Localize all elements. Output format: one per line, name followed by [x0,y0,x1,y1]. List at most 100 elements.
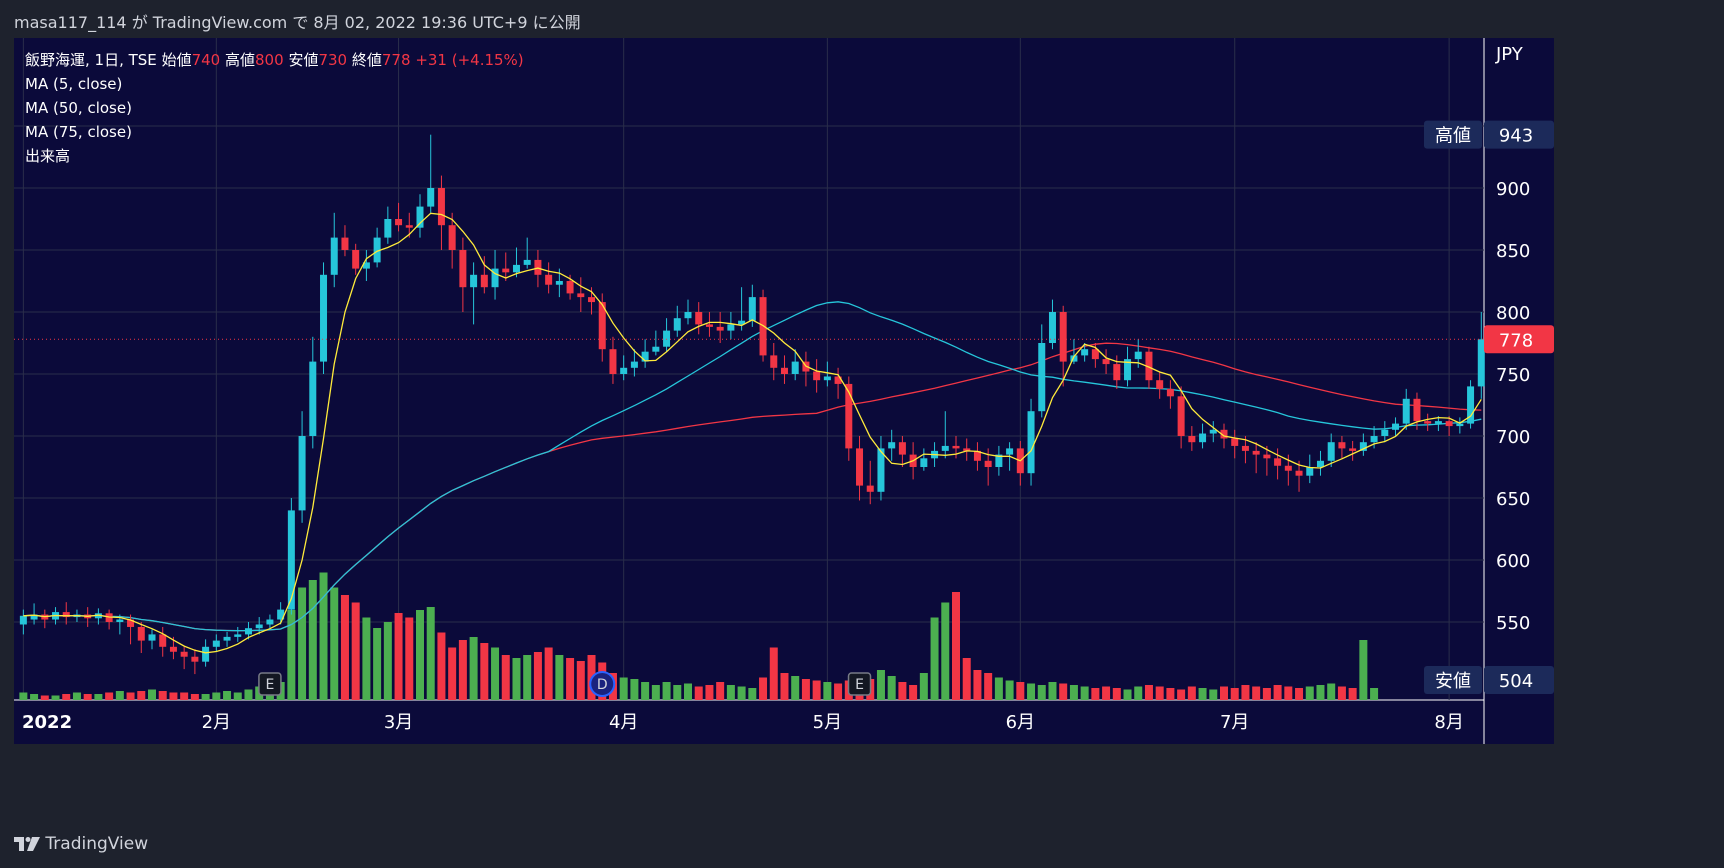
close-label: 終値 [351,51,382,69]
volume-bar [1037,685,1046,700]
candle-body [1145,351,1153,381]
candle [255,617,263,635]
candle [309,336,317,449]
candle-body [973,450,981,461]
candle-body [491,268,499,288]
candle-body [373,237,381,263]
candle [738,287,746,331]
volume-bar [30,694,39,700]
candle [30,603,38,625]
volume-bar [51,695,60,700]
candle-body [384,219,392,238]
candle [1295,460,1303,492]
ma5-legend[interactable]: MA (5, close) [25,75,123,93]
candle [888,429,896,461]
candle [823,361,831,387]
ma50-legend[interactable]: MA (50, close) [25,99,132,117]
earnings-badge[interactable] [258,672,282,696]
volume-bar [137,691,146,700]
symbol-label[interactable]: 飯野海運, 1日, TSE [25,51,157,69]
candle-body [470,274,478,288]
candle-body [480,274,488,288]
y-tick-label: 550 [1496,613,1530,634]
candle [620,355,628,381]
candle [716,312,724,343]
candle [1402,388,1410,430]
candle-body [1467,386,1475,424]
candle [384,206,392,244]
candle-body [362,262,370,269]
price-chart[interactable]: E D E JPY 550 600 650 700 750 800 850 900 2022 2月 3月… [14,38,1710,822]
candle [470,262,478,325]
candle [395,202,403,232]
change-value: +31 (+4.15%) [415,51,524,69]
candle [577,277,585,312]
volume-bar [212,692,221,700]
candle [223,631,231,647]
chart-area[interactable]: E D E JPY 550 600 650 700 750 800 850 900 2022 2月 3月… [14,38,1710,822]
candle [448,212,456,269]
volume-legend[interactable]: 出来高 [25,147,71,165]
candle-body [137,626,145,641]
volume-bar [351,602,360,700]
candle-body [1370,436,1378,443]
volume-bar [1316,685,1325,700]
ma5-line [23,212,1482,654]
candle [19,609,27,635]
high-value: 800 [255,51,284,69]
candle [941,411,949,459]
event-marker-e[interactable]: E [847,672,872,696]
candle-body [941,445,949,451]
volume-bar [40,695,49,700]
candle [1048,299,1056,350]
candle-body [1316,460,1324,467]
volume-bar [405,617,414,700]
candle [1166,380,1174,409]
candle [1338,436,1346,459]
volume-bar [148,689,156,700]
brand-footer[interactable]: TradingView [14,834,148,858]
volume-bar [1134,686,1143,700]
candle-body [1048,312,1056,343]
candle [1434,416,1442,432]
event-marker-d[interactable]: D [589,671,616,697]
volume-bar [1005,680,1014,700]
candle-body [1038,343,1046,412]
candle [1274,448,1282,480]
ma5-path [23,212,1482,654]
time-axis[interactable]: 2022 2月 3月 4月 5月 6月 7月 8月 [22,712,1464,733]
candle-body [727,324,735,331]
candle-body [105,613,113,622]
candle-body [877,448,885,492]
volume-bar [737,686,746,700]
candle-body [845,383,853,449]
candle [1102,349,1110,374]
candle [1199,423,1207,449]
volume-bar [941,602,950,700]
candle [1349,440,1357,461]
volume-bar [480,643,489,700]
earnings-badge[interactable] [847,672,872,696]
candle [1424,413,1432,432]
volume-bar [909,685,918,700]
candle [298,411,306,523]
price-axis[interactable]: JPY 550 600 650 700 750 800 850 900 [1495,44,1530,634]
candle-body [1166,388,1174,397]
ma75-legend[interactable]: MA (75, close) [25,123,132,141]
candle-body [1445,421,1453,427]
volume-bar [94,694,103,700]
close-value: 778 [381,51,411,69]
dividend-badge[interactable] [589,671,616,697]
plot-background [14,38,1484,700]
candle-body [298,436,306,511]
volume-bar [1220,686,1228,700]
volume-bar [233,692,242,700]
candle [695,302,703,335]
low-marker-value: 504 [1499,671,1533,692]
candle-body [1413,398,1421,422]
candle-body [159,634,167,647]
candle [266,614,274,630]
event-marker-e[interactable]: E [258,672,282,696]
volume-bar [105,692,114,700]
